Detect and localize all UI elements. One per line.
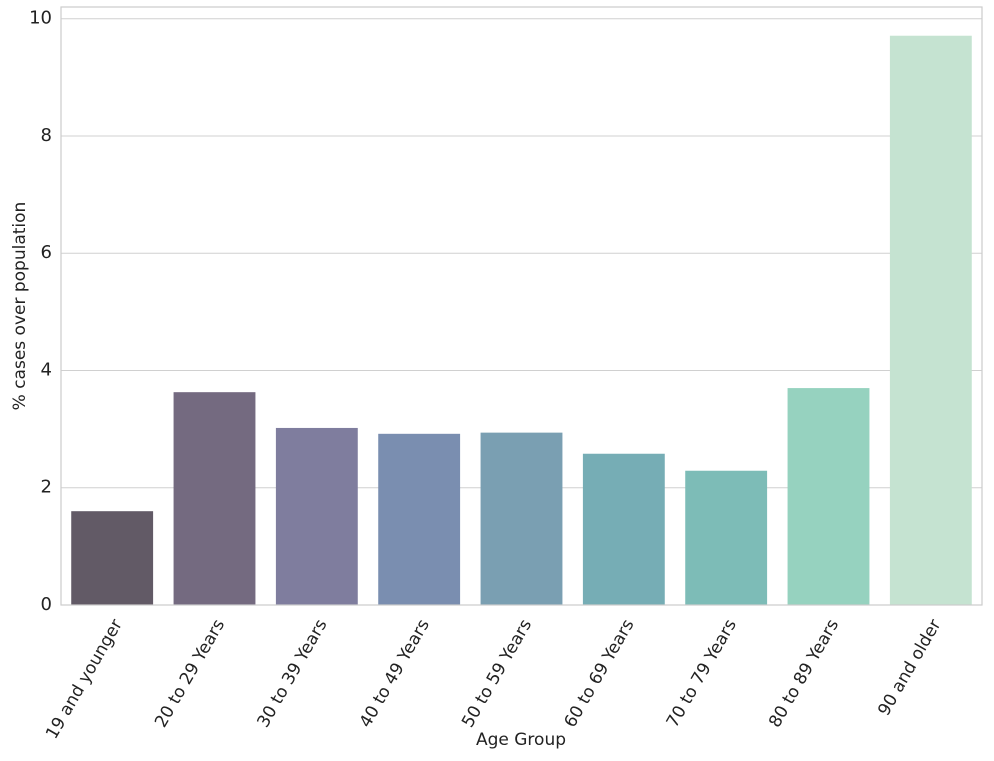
- y-tick-label: 0: [41, 594, 52, 615]
- x-axis-label: Age Group: [476, 730, 566, 750]
- plot-frame: [60, 6, 983, 606]
- y-tick-label: 6: [41, 242, 52, 263]
- y-tick-label: 8: [41, 125, 52, 146]
- bar: [173, 392, 256, 605]
- bar: [480, 432, 563, 605]
- bar: [378, 433, 461, 605]
- bar: [685, 470, 768, 605]
- y-tick-label: 4: [41, 359, 52, 380]
- bar: [787, 388, 870, 605]
- bar: [889, 35, 972, 605]
- y-axis-label: % cases over population: [10, 202, 30, 411]
- bar: [275, 427, 358, 605]
- y-tick-label: 2: [41, 477, 52, 498]
- bar: [582, 453, 665, 605]
- y-tick-label: 10: [29, 8, 52, 29]
- bar: [71, 511, 154, 605]
